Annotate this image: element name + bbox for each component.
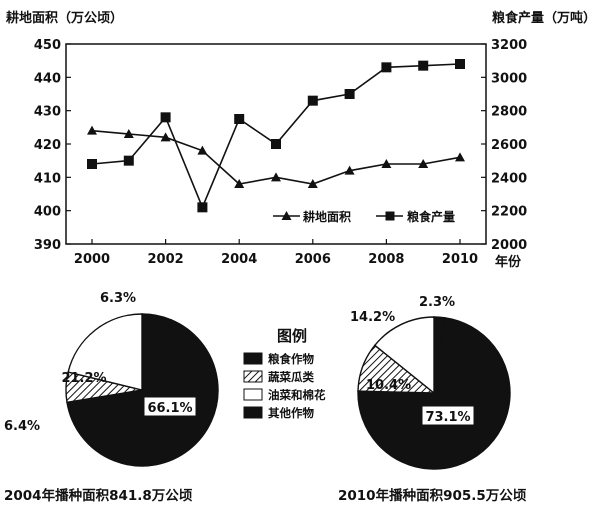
grain-point <box>307 95 318 106</box>
right-axis-label: 粮食产量（万吨） <box>492 10 596 26</box>
farmland-point <box>381 159 392 168</box>
grain-point <box>160 112 171 123</box>
farmland-point <box>123 129 134 138</box>
pie-2010-caption: 2010年播种面积905.5万公顷 <box>338 487 527 504</box>
legend-item-other: 其他作物 <box>268 406 314 420</box>
x-tick-label: 2000 <box>74 252 110 267</box>
legend-label-farmland: 耕地面积 <box>303 209 351 224</box>
legend-item-vegetable: 蔬菜瓜类 <box>268 370 314 384</box>
left-tick-label: 430 <box>34 105 61 120</box>
pie-2004-slice-grain <box>66 318 219 467</box>
right-tick-label: 2000 <box>491 238 527 253</box>
farmland-point <box>455 152 465 162</box>
left-axis-label: 耕地面积（万公顷） <box>6 10 123 26</box>
right-tick-label: 3000 <box>491 71 527 86</box>
grain-point <box>123 155 134 166</box>
legend-swatch-oilcotton <box>243 388 263 401</box>
x-tick-label: 2008 <box>368 252 404 267</box>
legend-triangle-marker <box>281 211 292 220</box>
left-tick-label: 390 <box>34 238 61 253</box>
series-layer <box>87 59 465 213</box>
pie-2010-label-grain: 73.1% <box>425 410 470 425</box>
x-tick-label: 2006 <box>295 252 331 267</box>
grain-point <box>381 62 392 73</box>
right-y-ticks: 2000 2200 2400 2600 2800 3000 3200 <box>481 38 527 253</box>
right-tick-label: 2600 <box>491 138 527 153</box>
farmland-point <box>234 179 245 188</box>
pie-2004-label-vegetable: 6.4% <box>4 419 40 434</box>
line-chart: 耕地面积（万公顷） 粮食产量（万吨） 年份 390 400 410 420 430 440… <box>6 10 596 270</box>
left-tick-label: 450 <box>34 38 61 53</box>
line-legend: 耕地面积 粮食产量 <box>273 209 455 224</box>
legend-item-grain: 粮食作物 <box>268 352 314 366</box>
x-ticks: 2000 2002 2004 2006 2008 2010 <box>74 239 478 267</box>
pie-legend: 图例 粮食作物 蔬菜瓜类 油菜和棉花 其他作物 <box>243 327 326 420</box>
right-tick-label: 3200 <box>491 38 527 53</box>
pie-2010-slices <box>357 316 511 470</box>
farmland-point <box>271 172 281 182</box>
pie-chart-2004: 6.3% 21.2% 6.4% 66.1% 2004年播种面积841.8万公顷 <box>4 291 219 504</box>
legend-swatch-vegetable <box>243 370 263 383</box>
pie-2004-slices <box>65 313 219 467</box>
left-y-ticks: 390 400 410 420 430 440 450 <box>34 38 71 253</box>
grain-point <box>418 60 429 71</box>
farmland-point <box>344 165 355 175</box>
right-tick-label: 2200 <box>491 205 527 220</box>
legend-label-grain: 粮食产量 <box>407 209 455 224</box>
grain-point <box>234 114 245 124</box>
x-tick-label: 2002 <box>148 252 184 267</box>
right-tick-label: 2800 <box>491 105 527 120</box>
pie-2010-grain-label-box <box>421 405 475 426</box>
pie-2004-slice-oilcotton <box>67 313 143 391</box>
left-tick-label: 440 <box>34 71 61 86</box>
pie-2004-label-grain: 66.1% <box>147 401 192 416</box>
pie-2010-label-vegetable: 10.4% <box>366 378 411 393</box>
left-tick-label: 420 <box>34 138 61 153</box>
right-tick-label: 2400 <box>491 171 527 186</box>
pie-2004-grain-label-box <box>143 396 197 417</box>
legend-swatch-other <box>243 406 263 419</box>
farmland-point <box>87 125 97 135</box>
pie-2010-label-oilcotton: 14.2% <box>350 310 395 325</box>
legend-square-marker <box>385 211 395 221</box>
x-unit-label: 年份 <box>495 254 522 270</box>
pie-chart-2010: 2.3% 14.2% 10.4% 73.1% 2010年播种面积905.5万公顷 <box>338 295 527 504</box>
legend-item-oilcotton: 油菜和棉花 <box>268 388 326 402</box>
grain-point <box>87 159 97 169</box>
legend-swatch-grain <box>243 352 263 365</box>
pie-2004-caption: 2004年播种面积841.8万公顷 <box>4 487 193 504</box>
grain-point <box>271 139 281 149</box>
pie-2004-label-other: 6.3% <box>100 291 136 306</box>
farmland-point <box>160 132 171 142</box>
farmland-point <box>418 159 429 168</box>
left-tick-label: 410 <box>34 171 61 186</box>
x-tick-label: 2004 <box>221 252 257 267</box>
pie-2004-label-oilcotton: 21.2% <box>61 371 106 386</box>
x-tick-label: 2010 <box>442 252 478 267</box>
farmland-point <box>197 145 208 155</box>
grain-point <box>197 202 208 213</box>
pie-2010-slice-oilcotton <box>373 316 435 395</box>
pie-legend-title: 图例 <box>277 327 307 345</box>
pie-2010-label-other: 2.3% <box>419 295 455 310</box>
farmland-point <box>307 179 318 188</box>
left-tick-label: 400 <box>34 205 61 220</box>
grain-point <box>455 59 465 69</box>
grain-point <box>344 89 355 99</box>
